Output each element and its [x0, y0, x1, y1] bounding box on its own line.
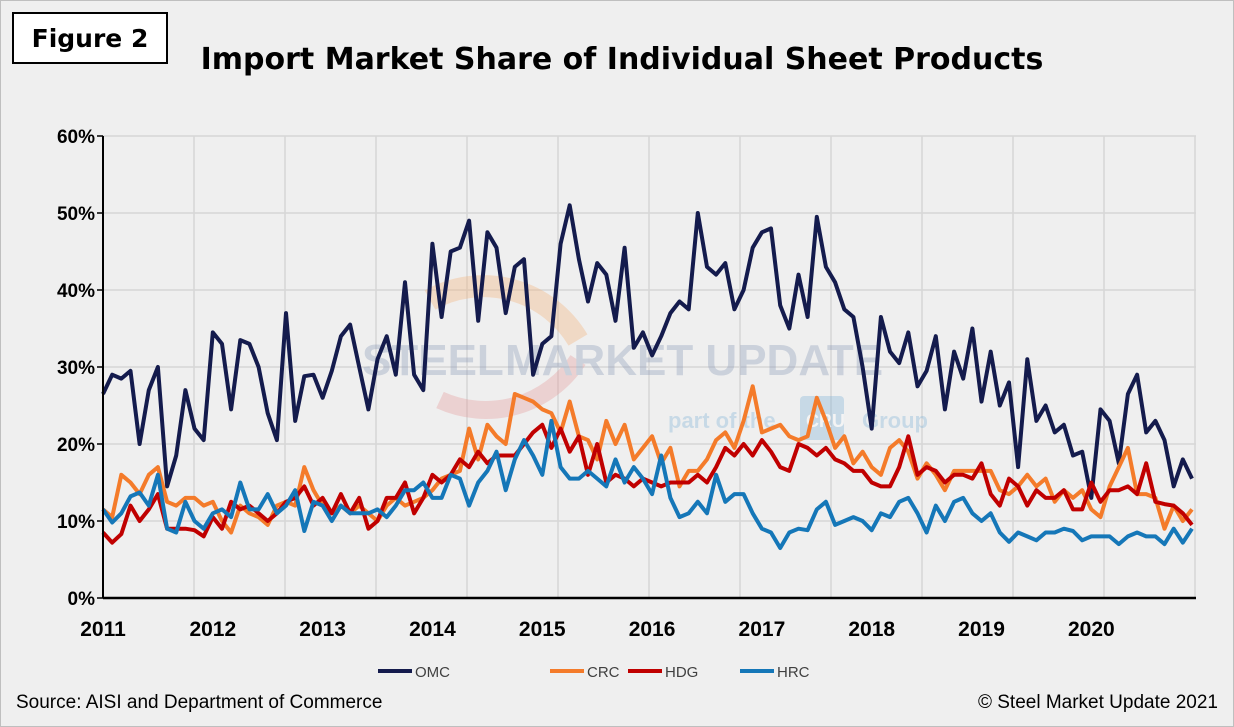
copyright-note: © Steel Market Update 2021: [977, 692, 1218, 713]
y-tick-label: 30%: [57, 358, 95, 379]
watermark-arc: [436, 354, 586, 419]
legend-label: OMC: [415, 664, 450, 681]
legend-label: CRC: [587, 664, 620, 681]
x-tick-label: 2015: [519, 618, 566, 641]
legend-item-hdg: HDG: [628, 664, 698, 681]
x-tick-label: 2020: [1068, 618, 1115, 641]
y-tick-label: 0%: [68, 589, 96, 610]
y-tick-label: 60%: [57, 127, 95, 148]
series-line-hdg: [101, 422, 1194, 545]
figure-label: Figure 2: [12, 12, 168, 64]
legend-item-omc: OMC: [378, 664, 450, 681]
x-tick-label: 2013: [299, 618, 346, 641]
x-tick-label: 2012: [189, 618, 236, 641]
source-note: Source: AISI and Department of Commerce: [16, 692, 383, 713]
legend-label: HDG: [665, 664, 698, 681]
x-tick-label: 2016: [629, 618, 676, 641]
y-tick-label: 40%: [57, 281, 95, 302]
y-tick-label: 20%: [57, 435, 95, 456]
x-tick-label: 2011: [80, 618, 126, 641]
legend-item-hrc: HRC: [740, 664, 810, 681]
y-tick-label: 50%: [57, 204, 95, 225]
x-tick-label: 2017: [739, 618, 786, 641]
axes: 0% 10% 20% 30% 40% 50% 60% 2011 2012 2013 2014 2015…: [57, 127, 1196, 641]
chart-title: Import Market Share of Individual Sheet …: [200, 42, 1044, 77]
x-tick-label: 2019: [958, 618, 1005, 641]
legend-item-crc: CRC: [550, 664, 620, 681]
legend-label: HRC: [777, 664, 810, 681]
watermark-text: MARKET UPDATE: [505, 336, 883, 385]
x-tick-label: 2018: [848, 618, 895, 641]
series-line-omc: [101, 203, 1194, 500]
legend: OMC CRC HDG HRC: [378, 664, 810, 681]
series-line-hrc: [101, 418, 1194, 550]
series-lines: [101, 203, 1194, 550]
y-tick-label: 10%: [57, 512, 95, 533]
x-tick-label: 2014: [409, 618, 456, 641]
